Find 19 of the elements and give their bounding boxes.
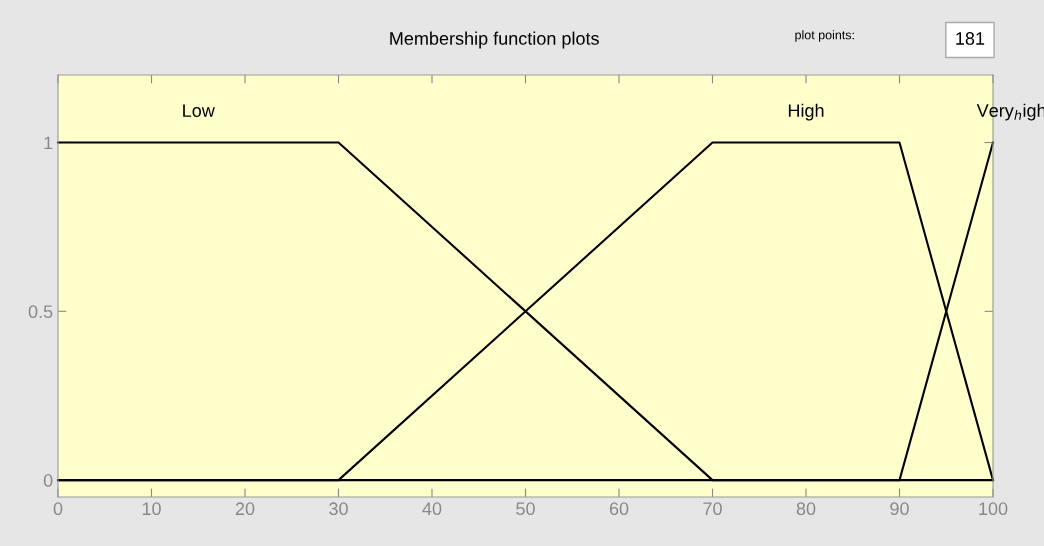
x-tick-label: 20 [235,502,255,516]
x-tick-label: 30 [329,502,348,516]
series-label: Low [183,104,215,117]
x-tick-label: 90 [890,502,909,516]
x-tick-label: 70 [703,502,722,516]
x-tick-label: 60 [609,502,629,516]
y-tick-label: 0 [43,474,53,487]
x-tick-label: 80 [796,502,816,516]
x-tick-label: 100 [979,502,1008,516]
x-tick-label: 40 [422,502,442,516]
text: plot points: [795,30,854,42]
y-tick-label: 0.5 [28,305,53,319]
x-tick-label: 0 [53,502,63,516]
x-tick-label: 10 [142,502,161,516]
series-label: High [788,103,824,121]
y-tick-label: 1 [44,136,53,150]
text: 181 [956,32,985,45]
chart-title: Membership function plots [390,31,599,49]
x-tick-label: 50 [516,502,535,516]
